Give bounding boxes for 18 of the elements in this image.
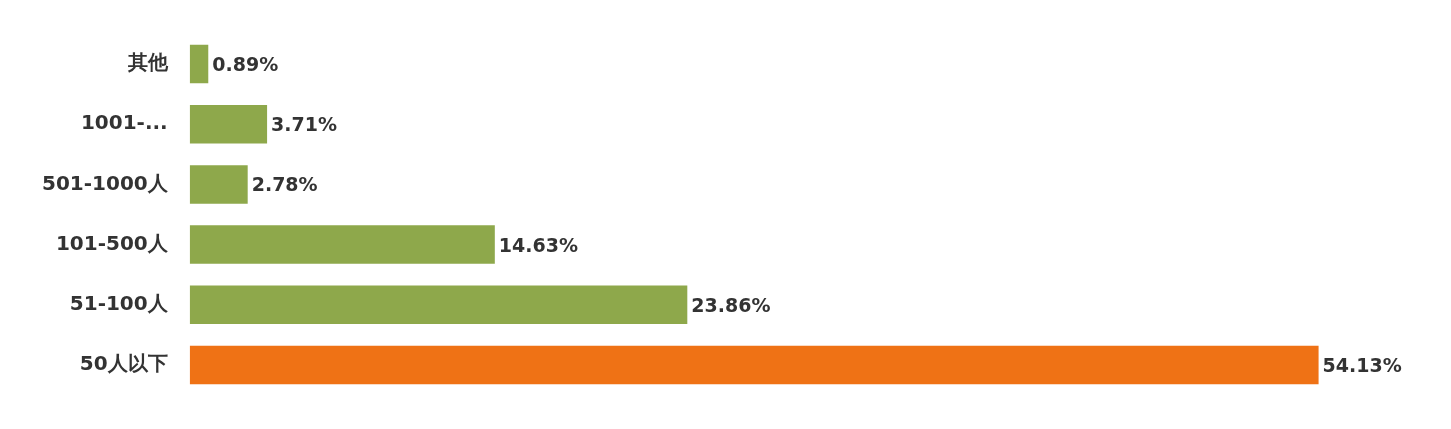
bar [189,285,688,324]
bar [189,105,268,144]
bar [189,345,1319,385]
y-tick-label: 1001-... [80,110,168,135]
y-tick-label: 101-500人 [55,230,169,255]
data-label: 54.13% [1322,353,1402,376]
y-tick-label: 50人以下 [79,351,168,376]
data-label: 2.78% [251,173,318,196]
data-label: 23.86% [691,293,771,316]
data-label: 3.71% [271,113,338,136]
data-label: 0.89% [212,53,279,76]
bar [189,165,248,204]
data-label: 14.63% [498,233,578,256]
y-tick-label: 其他 [126,50,169,75]
y-tick-label: 501-1000人 [41,170,169,195]
bar [189,225,495,264]
bar [189,44,209,84]
y-tick-label: 51-100人 [69,290,169,315]
